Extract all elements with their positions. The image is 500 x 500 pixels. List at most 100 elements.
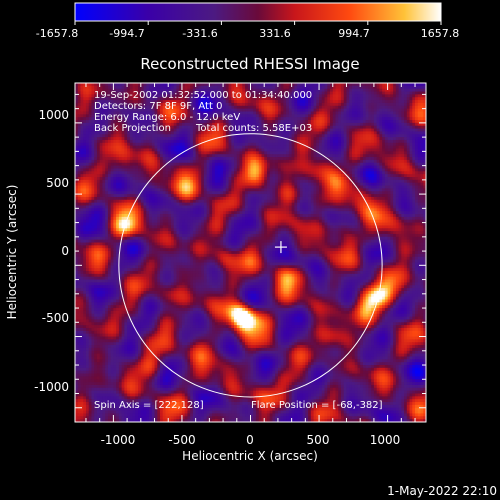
heatmap-cell bbox=[206, 83, 210, 87]
heatmap-cell bbox=[277, 100, 282, 104]
heatmap-cell bbox=[310, 91, 315, 95]
heatmap-cell bbox=[209, 114, 213, 118]
heatmap-cell bbox=[75, 105, 79, 110]
heatmap-cell bbox=[160, 83, 164, 87]
heatmap-cell bbox=[234, 100, 238, 104]
heatmap-cell bbox=[236, 88, 241, 93]
heatmap-cell bbox=[308, 100, 312, 104]
heatmap-cell bbox=[258, 102, 263, 107]
heatmap-cell bbox=[209, 105, 213, 110]
heatmap-cell bbox=[149, 114, 153, 118]
heatmap-cell bbox=[96, 85, 101, 90]
heatmap-cell bbox=[83, 105, 87, 110]
heatmap-cell bbox=[319, 91, 323, 95]
heatmap-cell bbox=[124, 114, 128, 118]
heatmap-cell bbox=[288, 94, 293, 98]
heatmap-cell bbox=[124, 105, 128, 110]
heatmap-cell bbox=[338, 91, 342, 95]
heatmap-cell bbox=[162, 102, 167, 107]
heatmap-cell bbox=[343, 88, 348, 93]
heatmap-cell bbox=[308, 85, 312, 90]
heatmap-cell bbox=[390, 97, 394, 101]
heatmap-cell bbox=[340, 108, 345, 113]
heatmap-cell bbox=[283, 102, 287, 107]
heatmap-cell bbox=[346, 88, 350, 93]
heatmap-cell bbox=[297, 108, 301, 113]
heatmap-cell bbox=[310, 83, 315, 87]
heatmap-cell bbox=[88, 85, 93, 90]
heatmap-cell bbox=[165, 97, 169, 101]
heatmap-image bbox=[75, 83, 426, 422]
heatmap-cell bbox=[129, 114, 134, 118]
heatmap-cell bbox=[330, 88, 334, 93]
heatmap-cell bbox=[335, 94, 339, 98]
heatmap-cell bbox=[91, 102, 95, 107]
heatmap-cell bbox=[113, 88, 117, 93]
heatmap-cell bbox=[360, 94, 364, 98]
heatmap-cell bbox=[105, 91, 109, 95]
heatmap-cell bbox=[280, 100, 284, 104]
heatmap-cell bbox=[404, 108, 408, 113]
heatmap-cell bbox=[299, 83, 304, 87]
heatmap-cell bbox=[291, 85, 295, 90]
heatmap-cell bbox=[379, 94, 383, 98]
heatmap-cell bbox=[351, 102, 356, 107]
heatmap-cell bbox=[390, 102, 394, 107]
heatmap-cell bbox=[409, 88, 413, 93]
heatmap-cell bbox=[236, 108, 241, 113]
heatmap-cell bbox=[280, 105, 284, 110]
heatmap-cell bbox=[340, 111, 345, 115]
heatmap-cell bbox=[135, 83, 139, 87]
heatmap-cell bbox=[423, 97, 426, 101]
heatmap-cell bbox=[357, 85, 361, 90]
heatmap-cell bbox=[264, 83, 268, 87]
heatmap-cell bbox=[181, 97, 186, 101]
heatmap-cell bbox=[245, 85, 249, 90]
heatmap-cell bbox=[99, 88, 104, 93]
heatmap-cell bbox=[127, 88, 131, 93]
heatmap-cell bbox=[420, 102, 424, 107]
heatmap-cell bbox=[245, 91, 249, 95]
heatmap-cell bbox=[395, 97, 400, 101]
heatmap-cell bbox=[162, 111, 167, 115]
heatmap-cell bbox=[261, 100, 265, 104]
heatmap-cell bbox=[354, 105, 359, 110]
heatmap-cell bbox=[371, 108, 375, 113]
heatmap-cell bbox=[415, 91, 419, 95]
heatmap-cell bbox=[286, 100, 290, 104]
heatmap-cell bbox=[132, 97, 136, 101]
heatmap-cell bbox=[365, 88, 370, 93]
heatmap-cell bbox=[231, 83, 235, 87]
heatmap-cell bbox=[85, 114, 90, 118]
heatmap-cell bbox=[398, 83, 402, 87]
heatmap-cell bbox=[220, 94, 224, 98]
heatmap-cell bbox=[280, 102, 284, 107]
heatmap-cell bbox=[395, 83, 400, 87]
heatmap-cell bbox=[335, 100, 339, 104]
heatmap-cell bbox=[107, 88, 112, 93]
heatmap-cell bbox=[118, 102, 123, 107]
heatmap-cell bbox=[245, 108, 249, 113]
heatmap-cell bbox=[343, 108, 348, 113]
heatmap-cell bbox=[349, 83, 353, 87]
heatmap-cell bbox=[371, 94, 375, 98]
heatmap-cell bbox=[209, 91, 213, 95]
heatmap-cell bbox=[157, 102, 161, 107]
heatmap-cell bbox=[170, 97, 175, 101]
heatmap-cell bbox=[288, 105, 293, 110]
heatmap-cell bbox=[201, 102, 205, 107]
heatmap-cell bbox=[286, 102, 290, 107]
heatmap-cell bbox=[160, 91, 164, 95]
heatmap-cell bbox=[198, 114, 202, 118]
heatmap-cell bbox=[387, 105, 391, 110]
heatmap-cell bbox=[245, 102, 249, 107]
heatmap-cell bbox=[255, 102, 260, 107]
heatmap-cell bbox=[371, 83, 375, 87]
heatmap-cell bbox=[91, 100, 95, 104]
heatmap-cell bbox=[217, 102, 221, 107]
heatmap-cell bbox=[190, 108, 194, 113]
heatmap-cell bbox=[335, 88, 339, 93]
heatmap-cell bbox=[340, 91, 345, 95]
heatmap-cell bbox=[102, 108, 106, 113]
